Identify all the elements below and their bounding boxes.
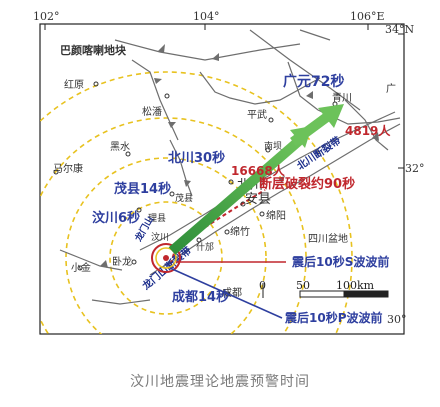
marker-nanba (265, 147, 271, 153)
label-songpan: 松潘 (142, 105, 162, 118)
scale-bar: 0 50 100km (259, 279, 389, 298)
label-s-wave-front: 震后10秒S波波前 (292, 254, 389, 269)
label-hongyuan: 红原 (64, 78, 84, 91)
label-guang: 广 (386, 83, 396, 95)
warning-rings (40, 71, 353, 334)
lat-34-label: 34°N (385, 23, 414, 36)
label-maerkang: 马尔康 (53, 162, 83, 175)
lat-32-label: 32° (405, 162, 425, 175)
label-p-wave-front: 震后10秒P波波前 (285, 310, 383, 325)
propagation-arrow (168, 104, 344, 255)
marker-mianzhu (224, 229, 230, 235)
label-qingchuan: 青川 (332, 91, 352, 104)
marker-wolong (131, 259, 137, 265)
label-maoxian: 茂县 (175, 192, 193, 204)
label-chengdu: 成都 (222, 287, 242, 299)
label-nanba: 南坝 (264, 140, 282, 152)
lon-102-label: 102° (33, 10, 60, 23)
marker-lixian (136, 207, 142, 213)
ring-1 (109, 201, 223, 315)
epicenter (151, 243, 181, 273)
label-guangyuan-72s: 广元72秒 (283, 73, 344, 90)
label-mianzhu: 绵竹 (230, 225, 250, 238)
label-wolong: 卧龙 (112, 255, 132, 268)
marker-heishui (125, 151, 131, 157)
lat-30-label: 30° (387, 313, 407, 326)
marker-maoxian (169, 191, 175, 197)
marker-shifang (196, 237, 202, 243)
map-frame (39, 23, 405, 335)
label-shifang: 什邡 (196, 241, 214, 253)
label-bayankala: 巴颜喀喇地块 (60, 43, 127, 57)
marker-songpan (164, 93, 170, 99)
label-casualties-4819: 4819人 (345, 123, 391, 138)
ring-3 (40, 117, 307, 334)
ring-4 (40, 71, 353, 334)
label-mianyang: 绵阳 (266, 209, 286, 222)
label-anxian: 安县 (245, 192, 271, 207)
ring-2 (65, 157, 267, 334)
fault-rupture-line (175, 189, 266, 248)
label-maoxian-14s: 茂县14秒 (114, 181, 171, 197)
p-wave-pointer (169, 267, 283, 319)
marker-xiaojin (77, 265, 83, 271)
label-wenchuan: 汶川 (151, 231, 169, 243)
marker-beichuan (228, 179, 234, 185)
marker-hongyuan (93, 81, 99, 87)
label-casualties-16668: 16668人 (231, 163, 286, 178)
label-xiaojin: 小金 (71, 261, 91, 274)
scale-zero: 0 (259, 279, 266, 292)
figure-caption: 汶川地震理论地震预警时间 (130, 374, 310, 390)
label-pingwu: 平武 (247, 108, 267, 121)
scale-mid: 50 (296, 279, 310, 292)
lon-106-label: 106°E (350, 10, 385, 23)
label-heishui: 黑水 (110, 141, 130, 153)
label-chengdu-14s: 成都14秒 (172, 289, 229, 305)
earthquake-map: 102° 104° 106°E 34°N 32° 30° (33, 10, 425, 335)
label-fault-rupture-90s: 断层破裂约90秒 (259, 176, 355, 192)
label-wenchuan-6s: 汶川6秒 (92, 210, 140, 226)
marker-anxian (240, 201, 246, 207)
marker-pingwu (268, 117, 274, 123)
label-basin: 四川盆地 (308, 232, 348, 245)
marker-mianyang (259, 211, 265, 217)
fault-lines (59, 29, 401, 305)
label-beichuan-30s: 北川30秒 (168, 150, 225, 166)
marker-maerkang (53, 169, 59, 175)
scale-end: 100km (336, 279, 375, 292)
lon-104-label: 104° (193, 10, 220, 23)
label-lixian: 理县 (148, 213, 166, 224)
